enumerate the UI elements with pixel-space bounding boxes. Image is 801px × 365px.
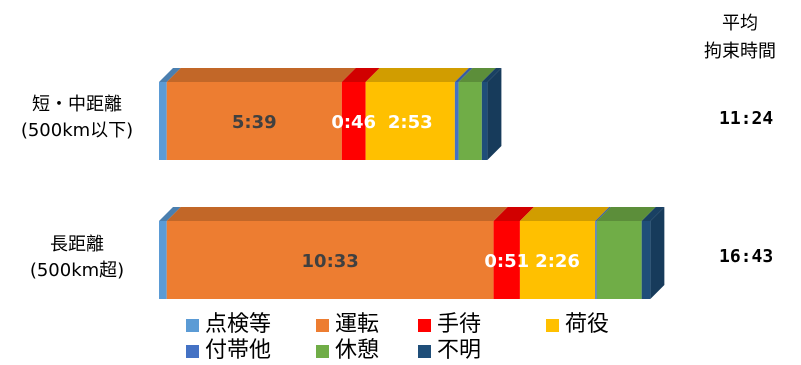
bar-segment bbox=[481, 82, 488, 160]
data-label: 2:53 bbox=[388, 112, 433, 133]
legend-swatch bbox=[418, 344, 431, 358]
legend-swatch bbox=[316, 344, 329, 358]
bar-segment bbox=[365, 82, 455, 160]
totals-header: 平均 拘束時間 bbox=[690, 10, 790, 66]
totals-header-line-1: 平均 bbox=[722, 13, 758, 34]
legend-swatch bbox=[418, 318, 431, 332]
bar-top-face bbox=[454, 68, 473, 82]
category-label-line: (500km超) bbox=[29, 260, 125, 281]
category-label-line: 短・中距離 bbox=[32, 94, 122, 115]
legend-swatch bbox=[186, 318, 199, 332]
bar-segment bbox=[493, 221, 520, 299]
bar-top-face bbox=[341, 68, 380, 82]
legend-swatch bbox=[546, 318, 559, 332]
legend-item: 手待 bbox=[418, 312, 481, 338]
bar-top-face bbox=[493, 207, 534, 221]
bar-top-face bbox=[166, 68, 356, 82]
data-label: 10:33 bbox=[302, 251, 359, 272]
bar-top-face bbox=[596, 207, 656, 221]
legend-label: 点検等 bbox=[205, 312, 272, 337]
legend-item: 点検等 bbox=[186, 312, 271, 338]
bar-segment bbox=[159, 82, 167, 160]
bar-segment bbox=[159, 221, 167, 299]
bar-segment bbox=[458, 82, 482, 160]
bar-segment bbox=[595, 221, 597, 299]
data-label: 5:39 bbox=[232, 112, 277, 133]
legend-swatch bbox=[186, 344, 199, 358]
legend-label: 手待 bbox=[437, 312, 482, 337]
legend-swatch bbox=[316, 318, 329, 332]
data-label: 0:46 bbox=[331, 112, 376, 133]
bar-side-face bbox=[650, 207, 665, 299]
totals-header-line-2: 拘束時間 bbox=[704, 41, 776, 62]
legend-item: 運転 bbox=[316, 312, 379, 338]
total-value-long: 16:43 bbox=[719, 246, 774, 267]
bar-top-face bbox=[365, 68, 469, 82]
data-label: 0:51 bbox=[484, 251, 529, 272]
total-value-short-medium: 11:24 bbox=[719, 108, 774, 129]
legend-item: 付帯他 bbox=[186, 338, 271, 364]
bar-side-face bbox=[487, 68, 502, 160]
bar-segment bbox=[166, 221, 494, 299]
legend-item: 荷役 bbox=[546, 312, 609, 338]
bar-segment bbox=[519, 221, 596, 299]
category-label-long: 長距離 (500km超) bbox=[2, 232, 152, 284]
bar-top-face bbox=[595, 207, 611, 221]
bar-top-face bbox=[481, 68, 502, 82]
legend-label: 荷役 bbox=[565, 312, 610, 337]
bar-top-face bbox=[458, 68, 496, 82]
bar-top-face bbox=[166, 207, 508, 221]
bar-segment bbox=[341, 82, 366, 160]
category-label-line: (500km以下) bbox=[20, 120, 134, 141]
legend-label: 不明 bbox=[437, 338, 482, 363]
legend-item: 不明 bbox=[418, 338, 481, 364]
bar-top-face bbox=[159, 68, 181, 82]
bar-top-face bbox=[519, 207, 610, 221]
legend-item: 休憩 bbox=[316, 338, 379, 364]
bar-segment bbox=[166, 82, 342, 160]
data-label: 2:26 bbox=[535, 251, 580, 272]
bar-segment bbox=[596, 221, 642, 299]
legend-label: 運転 bbox=[335, 312, 380, 337]
legend-label: 休憩 bbox=[335, 338, 380, 363]
legend-label: 付帯他 bbox=[205, 338, 272, 363]
bar-segment bbox=[641, 221, 651, 299]
category-label-line: 長距離 bbox=[50, 234, 104, 255]
bar-top-face bbox=[159, 207, 181, 221]
bar-top-face bbox=[641, 207, 665, 221]
bar-segment bbox=[454, 82, 459, 160]
category-label-short-medium: 短・中距離 (500km以下) bbox=[2, 92, 152, 144]
